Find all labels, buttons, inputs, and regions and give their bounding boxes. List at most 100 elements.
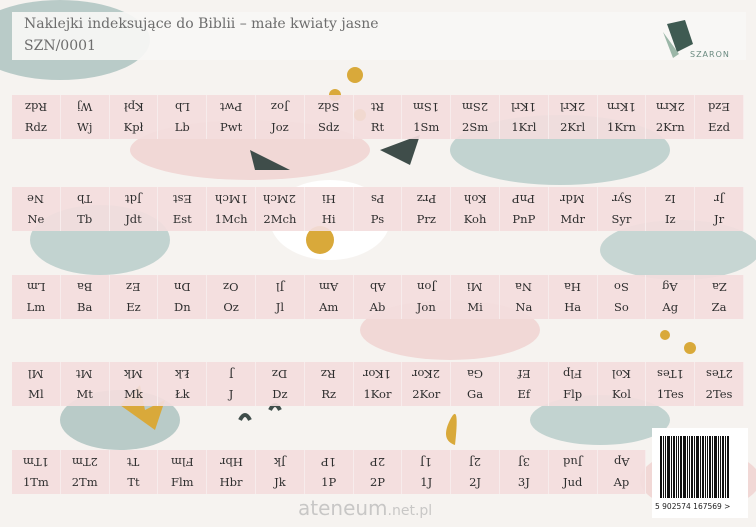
- sticker-tab[interactable]: 2Tes 2Tes: [695, 362, 744, 406]
- sticker-tab[interactable]: Iz Iz: [646, 187, 696, 231]
- sticker-tab[interactable]: Tt Tt: [110, 450, 159, 494]
- sticker-tab[interactable]: Koh Koh: [451, 187, 500, 231]
- sticker-label-flipped: Za: [711, 280, 727, 294]
- sticker-label: 2Tes: [705, 387, 733, 401]
- sticker-tab[interactable]: Ezd Ezd: [695, 95, 744, 139]
- sticker-tab[interactable]: Mk Mk: [110, 362, 159, 406]
- sticker-tab[interactable]: 1J 1J: [402, 450, 452, 494]
- sticker-tab[interactable]: Mdr Mdr: [549, 187, 598, 231]
- sticker-tab[interactable]: 2P 2P: [354, 450, 403, 494]
- sticker-tab[interactable]: Ef Ef: [500, 362, 549, 406]
- sticker-row: Ml Ml Mt Mt Mk Mk Łk Łk J J Dz Dz Rz Rz 1Kor 1Kor 2Kor 2K…: [12, 362, 744, 406]
- sticker-tab[interactable]: Ab Ab: [354, 275, 403, 319]
- sticker-tab[interactable]: Lb Lb: [158, 95, 208, 139]
- sticker-tab[interactable]: Jon Jon: [402, 275, 452, 319]
- sticker-tab[interactable]: So So: [598, 275, 647, 319]
- sticker-tab[interactable]: Pwt Pwt: [207, 95, 256, 139]
- sticker-tab[interactable]: Jl Jl: [256, 275, 305, 319]
- sticker-label: Na: [515, 300, 533, 314]
- sticker-tab[interactable]: Oz Oz: [207, 275, 256, 319]
- sticker-tab[interactable]: Jdt Jdt: [110, 187, 159, 231]
- sticker-tab[interactable]: Wj Wj: [61, 95, 110, 139]
- sticker-tab[interactable]: 1Tes 1Tes: [646, 362, 696, 406]
- sticker-tab[interactable]: 1Tm 1Tm: [12, 450, 61, 494]
- sticker-tab[interactable]: Ez Ez: [110, 275, 159, 319]
- sticker-tab[interactable]: Syr Syr: [598, 187, 647, 231]
- sticker-tab[interactable]: 1Krn 1Krn: [598, 95, 647, 139]
- sticker-tab[interactable]: Ml Ml: [12, 362, 61, 406]
- sticker-tab[interactable]: Lm Lm: [12, 275, 61, 319]
- sticker-tab[interactable]: Jud Jud: [549, 450, 598, 494]
- sticker-tab[interactable]: 2Tm 2Tm: [61, 450, 110, 494]
- sticker-tab[interactable]: Rdz Rdz: [12, 95, 61, 139]
- sticker-tab[interactable]: 2J 2J: [451, 450, 500, 494]
- sticker-label: Hbr: [219, 475, 243, 489]
- sticker-tab[interactable]: 3J 3J: [500, 450, 549, 494]
- sticker-row: Lm Lm Ba Ba Ez Ez Dn Dn Oz Oz Jl Jl Am Am Ab Ab Jon Jon Mi…: [12, 275, 744, 319]
- sticker-tab[interactable]: 1Krl 1Krl: [500, 95, 549, 139]
- sticker-label: Mdr: [560, 212, 585, 226]
- sticker-tab[interactable]: Kol Kol: [598, 362, 647, 406]
- sticker-label-flipped: 2Tm: [71, 455, 98, 469]
- sticker-tab[interactable]: Ba Ba: [61, 275, 110, 319]
- sticker-tab[interactable]: 2Kor 2Kor: [402, 362, 452, 406]
- sticker-label: 1Tm: [22, 475, 49, 489]
- sticker-label: Dn: [173, 300, 191, 314]
- sticker-label: 2P: [369, 475, 385, 489]
- sticker-tab[interactable]: Ga Ga: [451, 362, 500, 406]
- sticker-tab[interactable]: Za Za: [695, 275, 744, 319]
- sticker-tab[interactable]: Dz Dz: [256, 362, 305, 406]
- sticker-tab[interactable]: Ag Ag: [646, 275, 696, 319]
- sticker-tab[interactable]: Hi Hi: [305, 187, 354, 231]
- sticker-tab[interactable]: Mi Mi: [451, 275, 500, 319]
- sticker-tab[interactable]: Hbr Hbr: [207, 450, 256, 494]
- barcode-bar: [700, 436, 701, 498]
- sticker-tab[interactable]: 1P 1P: [305, 450, 354, 494]
- sticker-tab[interactable]: Am Am: [305, 275, 354, 319]
- sticker-tab[interactable]: 2Mch 2Mch: [256, 187, 305, 231]
- sticker-tab[interactable]: Jr Jr: [695, 187, 744, 231]
- sticker-tab[interactable]: Flp Flp: [549, 362, 598, 406]
- sticker-label: Wj: [77, 120, 93, 134]
- sticker-tab[interactable]: Jk Jk: [256, 450, 305, 494]
- sticker-tab[interactable]: Rz Rz: [305, 362, 354, 406]
- sticker-label: 2Kor: [412, 387, 441, 401]
- sticker-tab[interactable]: 1Sm 1Sm: [402, 95, 452, 139]
- sticker-tab[interactable]: 2Sm 2Sm: [451, 95, 500, 139]
- sticker-label-flipped: Jr: [714, 192, 725, 206]
- sticker-tab[interactable]: Ap Ap: [598, 450, 647, 494]
- sticker-label: Ez: [126, 300, 141, 314]
- sticker-tab[interactable]: Łk Łk: [158, 362, 208, 406]
- sticker-label: Ha: [564, 300, 582, 314]
- sticker-tab[interactable]: Prz Prz: [402, 187, 452, 231]
- sticker-tab[interactable]: Est Est: [158, 187, 208, 231]
- sticker-tab[interactable]: Rt Rt: [354, 95, 403, 139]
- sticker-label-flipped: Ha: [564, 280, 582, 294]
- barcode-bar: [720, 436, 721, 498]
- barcode-bar: [705, 436, 706, 498]
- sticker-tab[interactable]: Sdz Sdz: [305, 95, 354, 139]
- sticker-label-flipped: Ap: [613, 455, 630, 469]
- sticker-tab[interactable]: Ps Ps: [354, 187, 403, 231]
- sticker-tab[interactable]: Dn Dn: [158, 275, 208, 319]
- sticker-tab[interactable]: PnP PnP: [500, 187, 549, 231]
- sticker-tab[interactable]: 2Krn 2Krn: [646, 95, 696, 139]
- sticker-tab[interactable]: Joz Joz: [256, 95, 305, 139]
- sticker-tab[interactable]: Flm Flm: [158, 450, 208, 494]
- sticker-tab[interactable]: Ne Ne: [12, 187, 61, 231]
- sticker-label: 2Mch: [263, 212, 297, 226]
- sticker-tab[interactable]: 1Mch 1Mch: [207, 187, 256, 231]
- sticker-tab[interactable]: Kpł Kpł: [110, 95, 159, 139]
- sticker-tab[interactable]: Mt Mt: [61, 362, 110, 406]
- sticker-tab[interactable]: 1Kor 1Kor: [354, 362, 403, 406]
- sticker-label-flipped: Hi: [321, 192, 336, 206]
- sticker-label-flipped: So: [614, 280, 629, 294]
- sticker-label-flipped: Kol: [612, 367, 631, 381]
- sticker-label: 2J: [469, 475, 482, 489]
- sticker-tab[interactable]: Na Na: [500, 275, 549, 319]
- sticker-tab[interactable]: Ha Ha: [549, 275, 598, 319]
- sticker-label: 1Sm: [413, 120, 440, 134]
- sticker-tab[interactable]: 2Krl 2Krl: [549, 95, 598, 139]
- sticker-tab[interactable]: Tb Tb: [61, 187, 110, 231]
